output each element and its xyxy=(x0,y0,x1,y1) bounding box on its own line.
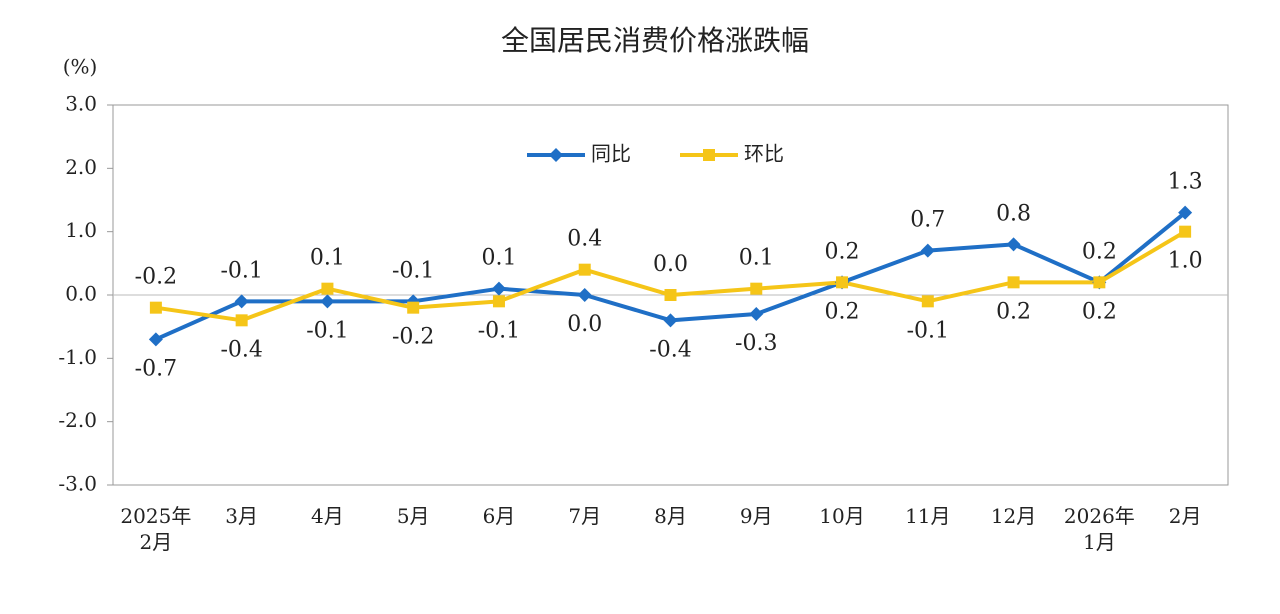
marker xyxy=(492,295,505,308)
data-label: -0.1 xyxy=(478,318,520,343)
data-label: 0.2 xyxy=(996,299,1031,324)
marker xyxy=(920,243,935,258)
marker xyxy=(407,301,420,314)
data-label: 1.0 xyxy=(1168,249,1203,274)
data-label: 0.0 xyxy=(653,252,688,277)
data-label: 0.0 xyxy=(567,312,602,337)
legend-label: 同比 xyxy=(591,142,631,166)
x-tick-label: 12月 xyxy=(990,504,1037,528)
y-tick-label: 1.0 xyxy=(65,218,97,242)
chart-title: 全国居民消费价格涨跌幅 xyxy=(501,24,809,57)
data-label: 0.1 xyxy=(739,246,774,271)
legend-marker xyxy=(549,148,563,162)
marker xyxy=(663,313,678,328)
data-label: 1.3 xyxy=(1168,170,1203,195)
data-label: -0.7 xyxy=(135,356,177,381)
data-label: 0.1 xyxy=(481,246,516,271)
x-tick-label: 2月 xyxy=(1168,504,1202,528)
marker xyxy=(235,314,248,327)
marker xyxy=(149,301,162,314)
marker xyxy=(664,289,677,301)
x-tick-label: 6月 xyxy=(482,504,516,528)
data-label: -0.1 xyxy=(392,258,434,283)
y-axis-label: (%) xyxy=(63,55,98,79)
data-label: -0.2 xyxy=(135,265,177,290)
x-tick-label: 7月 xyxy=(568,504,602,528)
marker xyxy=(749,307,764,321)
marker xyxy=(321,282,334,295)
x-tick-label: 11月 xyxy=(905,504,951,528)
x-tick-label: 8月 xyxy=(654,504,687,528)
data-label: 0.2 xyxy=(1082,239,1117,264)
data-label: -0.1 xyxy=(306,318,348,343)
legend-label: 环比 xyxy=(744,142,784,166)
marker xyxy=(577,288,592,302)
y-tick-label: 2.0 xyxy=(65,155,97,179)
x-tick-label: 4月 xyxy=(311,504,344,528)
marker xyxy=(578,263,591,276)
marker xyxy=(320,294,335,309)
data-label: -0.1 xyxy=(907,318,949,343)
marker xyxy=(750,282,763,295)
x-tick-label: 5月 xyxy=(396,504,430,528)
marker xyxy=(1093,276,1106,289)
data-label: 0.4 xyxy=(567,227,602,252)
marker xyxy=(491,281,506,296)
y-tick-label: -2.0 xyxy=(58,408,97,432)
data-label: 0.8 xyxy=(996,201,1031,226)
marker xyxy=(1178,205,1193,220)
marker xyxy=(1006,237,1021,252)
data-label: -0.1 xyxy=(220,258,262,283)
x-tick-label: 2025年 2月 xyxy=(120,504,192,554)
data-label: 0.2 xyxy=(825,239,860,264)
data-label: -0.3 xyxy=(735,331,777,356)
y-tick-label: -1.0 xyxy=(58,345,97,369)
marker xyxy=(1007,276,1020,289)
x-tick-label: 9月 xyxy=(739,504,773,528)
data-label: -0.4 xyxy=(649,337,691,362)
x-tick-label: 2026年 1月 xyxy=(1063,504,1135,554)
y-tick-label: 0.0 xyxy=(65,282,97,306)
x-tick-label: 3月 xyxy=(225,504,258,528)
data-label: -0.4 xyxy=(220,337,262,362)
data-label: -0.2 xyxy=(392,325,434,350)
marker xyxy=(1179,225,1192,238)
marker xyxy=(921,295,934,308)
x-tick-label: 10月 xyxy=(819,504,865,528)
data-label: 0.7 xyxy=(910,208,945,233)
legend-marker xyxy=(703,149,715,161)
data-label: 0.2 xyxy=(1082,299,1117,324)
data-label: 0.2 xyxy=(825,299,860,324)
marker xyxy=(148,332,163,347)
y-tick-label: 3.0 xyxy=(65,92,97,116)
data-label: 0.1 xyxy=(310,246,345,271)
marker xyxy=(836,276,849,289)
y-tick-label: -3.0 xyxy=(58,472,97,496)
marker xyxy=(234,294,249,309)
